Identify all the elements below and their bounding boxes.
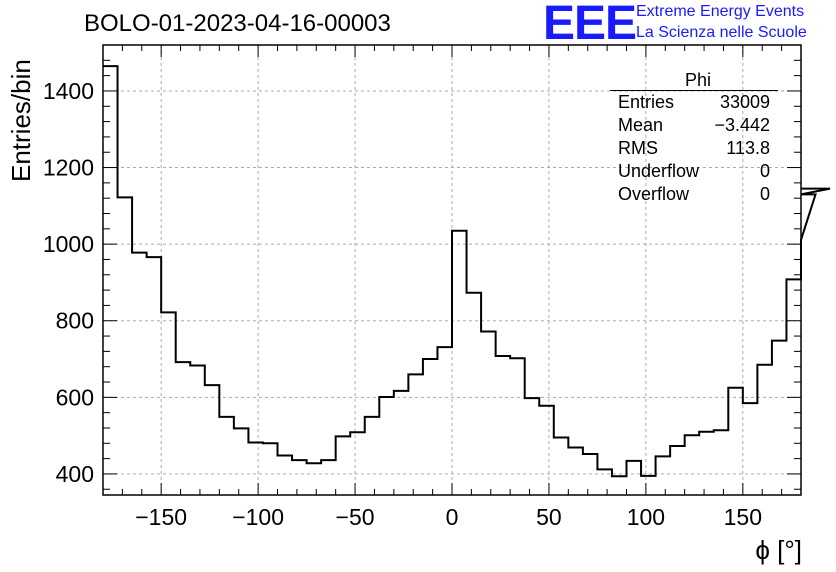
histogram-bin <box>103 66 118 495</box>
stats-value: 113.8 <box>726 138 770 159</box>
histogram-bin <box>641 476 656 495</box>
histogram-bin <box>234 428 249 495</box>
histogram-bin <box>481 331 496 495</box>
stats-row: RMS 113.8 <box>610 138 778 161</box>
x-tick-label: −100 <box>232 504 284 530</box>
y-tick-label: 600 <box>56 384 94 410</box>
stats-value: 0 <box>760 161 770 182</box>
x-tick-label: 0 <box>446 504 459 530</box>
stats-key: RMS <box>618 138 658 159</box>
histogram-bin <box>786 279 801 495</box>
stats-value: 0 <box>760 184 770 205</box>
histogram-bin <box>510 358 525 495</box>
histogram-bin <box>714 430 729 495</box>
histogram-bin <box>496 356 511 495</box>
histogram-bin <box>437 347 452 495</box>
x-tick-label: −50 <box>336 504 375 530</box>
stats-row: Entries 33009 <box>610 92 778 115</box>
stats-key: Entries <box>618 92 674 113</box>
y-tick-label: 1000 <box>43 231 94 257</box>
histogram-bin <box>161 312 176 495</box>
histogram-bin <box>365 417 380 495</box>
stats-value: −3.442 <box>714 115 770 136</box>
x-tick-label: 150 <box>724 504 762 530</box>
histogram-bin <box>539 406 554 495</box>
histogram-bin <box>176 362 191 495</box>
histogram-bin <box>248 443 263 495</box>
histogram-bin <box>379 397 394 495</box>
histogram-bin <box>394 391 409 495</box>
y-tick-label: 1200 <box>43 155 94 181</box>
histogram-bin <box>656 456 671 495</box>
histogram-bin <box>467 293 482 495</box>
x-axis-label: ϕ [°] <box>755 535 802 566</box>
histogram-bin <box>263 443 278 495</box>
histogram-bin <box>321 460 336 495</box>
histogram-bin <box>612 476 627 495</box>
histogram-bin <box>118 197 133 495</box>
histogram-bin <box>554 438 569 495</box>
histogram-bin <box>525 398 540 495</box>
histogram-bin <box>205 385 220 495</box>
stats-row: Underflow 0 <box>610 161 778 184</box>
histogram-bin <box>685 435 700 495</box>
x-tick-label: 50 <box>536 504 562 530</box>
histogram-bin <box>757 365 772 495</box>
stats-rows: Entries 33009 Mean −3.442 RMS 113.8 Underflow 0… <box>610 92 778 207</box>
histogram-bin <box>772 341 787 495</box>
histogram-bin <box>743 403 758 495</box>
x-tick-label: 100 <box>627 504 665 530</box>
histogram-bin <box>278 456 293 495</box>
histogram-bin <box>423 359 438 495</box>
histogram-bin <box>627 461 642 495</box>
stats-key: Underflow <box>618 161 699 182</box>
histogram-bin <box>190 366 205 495</box>
stats-row: Mean −3.442 <box>610 115 778 138</box>
histogram-bin <box>307 463 322 495</box>
histogram-bin <box>132 253 147 495</box>
stats-key: Overflow <box>618 184 689 205</box>
stats-row: Overflow 0 <box>610 184 778 207</box>
histogram-bin <box>728 388 743 495</box>
stats-key: Mean <box>618 115 663 136</box>
y-tick-label: 400 <box>56 461 94 487</box>
histogram-bin <box>597 469 612 495</box>
histogram-bin <box>147 257 162 495</box>
y-axis-label: Entries/bin <box>6 59 37 182</box>
stats-value: 33009 <box>720 92 770 113</box>
histogram-bin <box>350 432 365 495</box>
y-tick-label: 800 <box>56 308 94 334</box>
histogram-bin <box>336 436 351 495</box>
stats-box: Phi Entries 33009 Mean −3.442 RMS 113.8 Underf… <box>610 70 778 91</box>
x-tick-label: −150 <box>135 504 187 530</box>
histogram-bin <box>670 446 685 495</box>
histogram-bin <box>292 460 307 495</box>
histogram-bin <box>583 454 598 495</box>
histogram-bin <box>219 417 234 495</box>
histogram-bin <box>452 231 467 495</box>
stats-divider <box>610 90 778 91</box>
y-tick-label: 1400 <box>43 78 94 104</box>
stats-title: Phi <box>610 70 778 91</box>
histogram-bin <box>699 432 714 495</box>
histogram-bin <box>408 374 423 495</box>
histogram-bin <box>568 448 583 495</box>
